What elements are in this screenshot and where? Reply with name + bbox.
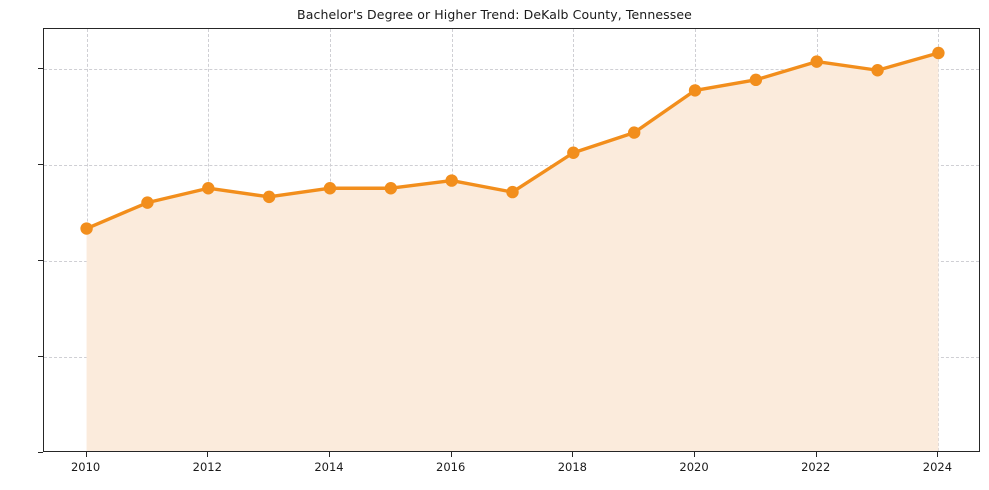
- x-tick-label: 2014: [314, 460, 344, 474]
- data-point-marker: [506, 185, 519, 199]
- data-point-marker: [688, 84, 702, 97]
- series-layer: [80, 46, 945, 451]
- data-point-marker: [262, 190, 276, 204]
- data-point-marker: [749, 73, 763, 87]
- x-tick-label: 2020: [679, 460, 709, 474]
- x-tick-mark: [572, 452, 574, 457]
- x-tick-mark: [85, 452, 87, 457]
- x-tick-label: 2016: [436, 460, 466, 474]
- x-tick-mark: [815, 452, 817, 457]
- plot-area: [43, 28, 980, 452]
- y-tick-mark: [38, 260, 43, 262]
- y-tick-mark: [38, 356, 43, 358]
- x-tick-mark: [694, 452, 696, 457]
- x-tick-mark: [207, 452, 209, 457]
- y-tick-mark: [38, 164, 43, 166]
- data-point-marker: [567, 146, 580, 159]
- x-tick-label: 2010: [70, 460, 101, 474]
- x-tick-mark: [328, 452, 330, 457]
- data-point-marker: [384, 182, 398, 195]
- data-markers: [80, 46, 945, 235]
- data-point-marker: [871, 64, 884, 77]
- data-point-marker: [141, 196, 154, 209]
- y-tick-mark: [38, 68, 43, 70]
- x-tick-mark: [937, 452, 939, 457]
- x-tick-label: 2024: [922, 460, 953, 474]
- plot-inner: [44, 29, 979, 451]
- data-point-marker: [810, 55, 823, 68]
- x-tick-mark: [450, 452, 452, 457]
- chart-title: Bachelor's Degree or Higher Trend: DeKal…: [297, 7, 692, 22]
- x-tick-label: 2012: [192, 460, 222, 474]
- data-point-marker: [445, 174, 458, 187]
- area-fill: [86, 52, 939, 451]
- data-point-marker: [627, 126, 641, 139]
- data-point-marker: [202, 182, 215, 195]
- y-tick-mark: [38, 452, 43, 453]
- x-tick-label: 2022: [801, 460, 831, 474]
- data-point-marker: [80, 222, 93, 235]
- x-tick-label: 2018: [557, 460, 587, 474]
- data-point-marker: [323, 182, 337, 195]
- data-point-marker: [932, 46, 945, 60]
